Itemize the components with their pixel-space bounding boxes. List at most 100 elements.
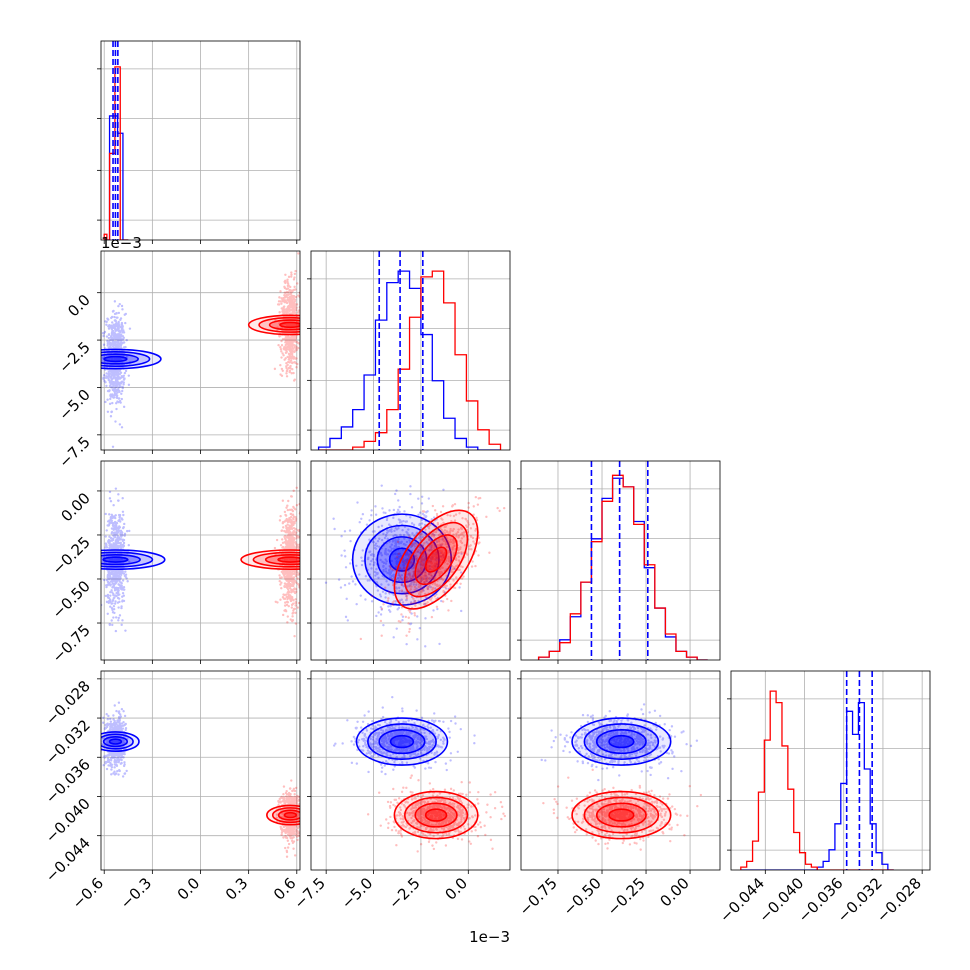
scatter-point: [384, 549, 387, 552]
scatter-point: [415, 543, 419, 546]
scatter-point: [110, 315, 114, 319]
scatter-point: [292, 541, 295, 544]
scatter-point: [420, 562, 424, 565]
scatter-point: [119, 317, 123, 320]
scatter-point: [346, 619, 350, 622]
scatter-point: [408, 610, 412, 614]
scatter-point: [291, 299, 294, 303]
scatter-point: [393, 492, 397, 496]
scatter-point: [114, 340, 117, 344]
scatter-point: [294, 323, 298, 326]
scatter-point: [466, 525, 469, 529]
scatter-point: [289, 301, 292, 305]
scatter-point: [411, 575, 414, 579]
scatter-point: [414, 599, 417, 603]
scatter-point: [430, 556, 433, 560]
scatter-point: [408, 539, 411, 542]
scatter-point: [398, 521, 402, 524]
scatter-point: [391, 540, 395, 543]
scatter-point: [292, 588, 296, 591]
scatter-point: [123, 371, 127, 375]
scatter-point: [115, 591, 118, 595]
scatter-point: [427, 549, 431, 552]
scatter-point: [114, 319, 118, 323]
scatter-point: [419, 580, 423, 583]
scatter-point: [380, 607, 384, 610]
scatter-point: [292, 371, 295, 375]
scatter-point: [292, 505, 295, 509]
scatter-point: [385, 560, 388, 563]
scatter-point: [420, 588, 423, 591]
scatter-point: [116, 601, 120, 604]
scatter-point: [448, 559, 451, 562]
scatter-point: [283, 585, 286, 589]
scatter-point: [112, 374, 116, 377]
scatter-point: [123, 377, 126, 380]
scatter-point: [290, 344, 294, 348]
scatter-point: [106, 718, 109, 721]
scatter-point: [288, 345, 291, 349]
scatter-point: [293, 323, 297, 327]
scatter-point: [412, 566, 415, 570]
scatter-point: [290, 583, 294, 587]
scatter-point: [290, 606, 294, 609]
scatter-point: [432, 516, 436, 519]
scatter-point: [114, 577, 118, 580]
scatter-point: [291, 308, 294, 311]
scatter-point: [290, 352, 293, 356]
scatter-point: [120, 530, 124, 534]
scatter-point: [282, 307, 285, 310]
scatter-point: [111, 544, 115, 547]
scatter-point: [397, 518, 401, 521]
scatter-point: [423, 581, 426, 584]
scatter-point: [291, 536, 295, 539]
scatter-point: [389, 610, 392, 613]
scatter-point: [286, 577, 290, 580]
scatter-point: [294, 295, 298, 299]
scatter-point: [290, 303, 293, 306]
scatter-point: [117, 499, 120, 502]
scatter-point: [290, 336, 293, 339]
scatter-point: [115, 390, 118, 393]
scatter-point: [115, 526, 118, 529]
scatter-point: [288, 307, 291, 310]
scatter-point: [110, 358, 114, 361]
scatter-point: [434, 530, 438, 534]
scatter-point: [407, 609, 410, 612]
scatter-point: [286, 572, 290, 575]
scatter-point: [289, 512, 292, 516]
scatter-point: [111, 330, 114, 334]
scatter-point: [423, 592, 427, 596]
scatter-point: [290, 557, 293, 561]
scatter-point: [397, 552, 400, 555]
scatter-point: [107, 378, 110, 382]
scatter-point: [420, 579, 423, 583]
scatter-point: [109, 572, 112, 575]
scatter-point: [282, 574, 286, 577]
scatter-point: [120, 571, 124, 575]
scatter-point: [293, 302, 296, 306]
scatter-point: [289, 339, 293, 342]
scatter-point: [367, 556, 370, 560]
scatter-point: [112, 369, 116, 372]
scatter-point: [287, 541, 290, 545]
scatter-point: [444, 532, 447, 535]
scatter-point: [292, 533, 295, 536]
scatter-point: [435, 562, 438, 566]
scatter-point: [111, 382, 114, 386]
scatter-point: [407, 622, 410, 625]
scatter-point: [113, 602, 117, 605]
scatter-point: [461, 565, 464, 569]
scatter-point: [392, 573, 395, 577]
scatter-point: [286, 280, 289, 283]
scatter-point: [287, 293, 290, 296]
scatter-point: [111, 370, 114, 373]
scatter-point: [293, 350, 296, 354]
scatter-point: [112, 546, 115, 549]
scatter-point: [283, 301, 287, 304]
scatter-point: [117, 320, 120, 324]
scatter-point: [290, 353, 294, 356]
scatter-point: [115, 373, 118, 376]
scatter-point: [443, 551, 446, 555]
scatter-point: [428, 577, 431, 580]
